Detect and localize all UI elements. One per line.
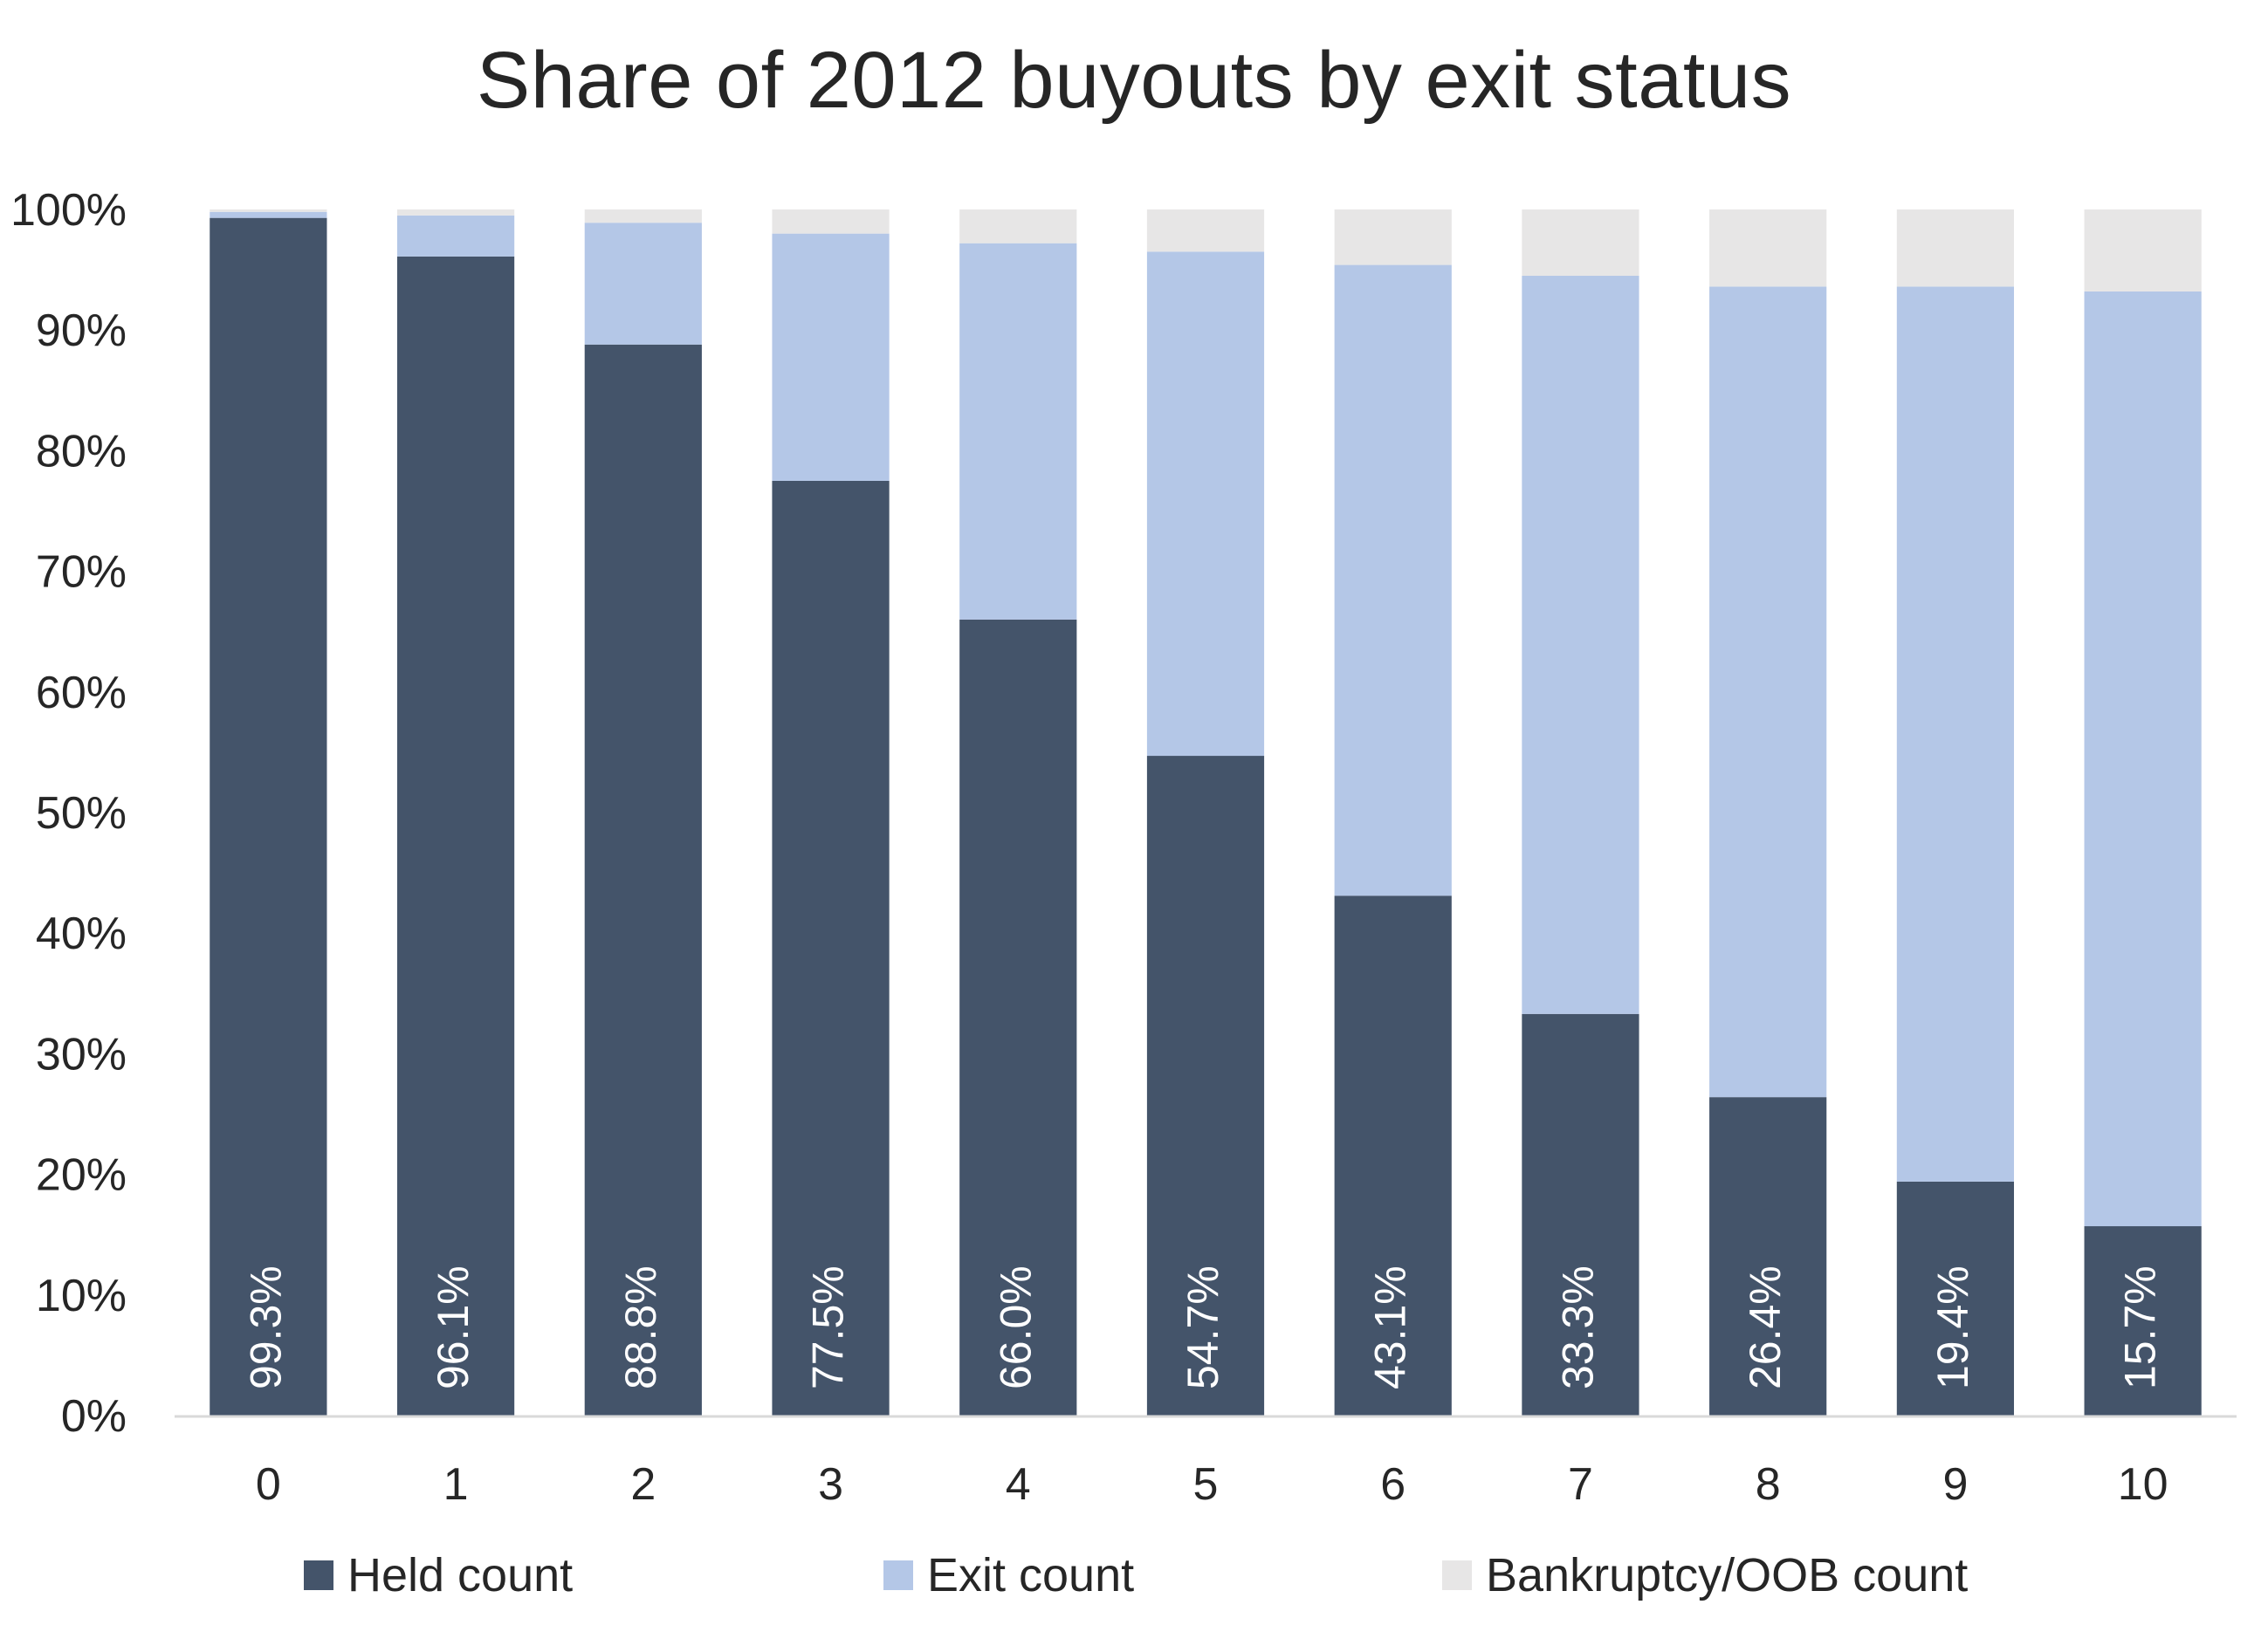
y-tick-label: 10% — [36, 1271, 127, 1321]
data-label: 66.0% — [991, 1265, 1040, 1389]
x-tick-label: 7 — [1568, 1459, 1593, 1510]
data-label: 77.5% — [804, 1265, 853, 1389]
y-tick-label: 50% — [36, 788, 127, 839]
bar-segment-held — [210, 217, 327, 1416]
data-label: 54.7% — [1179, 1265, 1227, 1389]
legend: Held count Exit count Bankruptcy/OOB cou… — [0, 1545, 2268, 1606]
bar-segment-held — [772, 480, 890, 1416]
x-tick-label: 4 — [1006, 1459, 1031, 1510]
legend-swatch-held — [304, 1560, 333, 1590]
bar-segment-bankruptcy — [1334, 209, 1452, 265]
bar-segment-held — [2084, 1226, 2202, 1416]
bar-segment-held — [1896, 1181, 2015, 1416]
x-tick-label: 5 — [1193, 1459, 1219, 1510]
bar-segment-bankruptcy — [210, 209, 327, 212]
x-tick-label: 9 — [1942, 1459, 1968, 1510]
data-label: 96.1% — [429, 1265, 478, 1389]
bar-segment-bankruptcy — [584, 209, 702, 223]
legend-swatch-exit — [883, 1560, 913, 1590]
x-tick-label: 2 — [630, 1459, 656, 1510]
y-tick-label: 20% — [36, 1150, 127, 1201]
bar-segment-exit — [1709, 286, 1827, 1098]
legend-item-exit: Exit count — [883, 1545, 1134, 1606]
x-tick-label: 1 — [443, 1459, 469, 1510]
bar-segment-held — [1709, 1097, 1827, 1416]
data-label: 88.8% — [616, 1265, 665, 1389]
data-label: 99.3% — [241, 1265, 290, 1389]
bar-segment-bankruptcy — [396, 209, 515, 216]
bar-segment-exit — [1334, 264, 1452, 896]
y-tick-label: 100% — [10, 185, 127, 236]
y-tick-label: 40% — [36, 909, 127, 959]
data-label: 33.3% — [1553, 1265, 1602, 1389]
y-tick-label: 30% — [36, 1029, 127, 1080]
data-label: 43.1% — [1366, 1265, 1415, 1389]
bar-segment-held — [584, 344, 702, 1416]
bar-segment-exit — [210, 211, 327, 218]
bar-segment-held — [396, 256, 515, 1416]
bar-segment-exit — [396, 215, 515, 257]
bar-segment-held — [959, 619, 1077, 1416]
bar-segment-exit — [959, 243, 1077, 620]
x-tick-label: 10 — [2118, 1459, 2168, 1510]
bar-segment-bankruptcy — [1146, 209, 1265, 252]
y-tick-label: 0% — [61, 1391, 127, 1442]
bar-segment-bankruptcy — [2084, 209, 2202, 291]
bar-segment-exit — [1896, 286, 2015, 1182]
data-label: 26.4% — [1741, 1265, 1790, 1389]
bar-segment-held — [1522, 1013, 1639, 1416]
legend-label-bankruptcy: Bankruptcy/OOB count — [1486, 1549, 1969, 1601]
bar-segment-exit — [2084, 291, 2202, 1227]
legend-label-exit: Exit count — [927, 1549, 1135, 1601]
y-tick-label: 80% — [36, 426, 127, 477]
x-tick-label: 6 — [1380, 1459, 1405, 1510]
bar-segment-bankruptcy — [1709, 209, 1827, 287]
bar-segment-exit — [1146, 251, 1265, 757]
x-tick-label: 8 — [1756, 1459, 1781, 1510]
legend-label-held: Held count — [347, 1549, 574, 1601]
bar-segment-bankruptcy — [1896, 209, 2015, 287]
x-tick-label: 3 — [818, 1459, 843, 1510]
legend-item-bankruptcy: Bankruptcy/OOB count — [1442, 1545, 1968, 1606]
bar-segment-bankruptcy — [772, 209, 890, 234]
bar-segment-exit — [772, 233, 890, 481]
bar-segment-bankruptcy — [1522, 209, 1639, 277]
bar-segment-held — [1146, 756, 1265, 1416]
bar-segment-exit — [1522, 276, 1639, 1014]
bar-segment-bankruptcy — [959, 209, 1077, 243]
data-label: 15.7% — [2116, 1265, 2165, 1389]
y-tick-label: 70% — [36, 547, 127, 598]
y-tick-label: 90% — [36, 305, 127, 356]
legend-swatch-bankruptcy — [1442, 1560, 1472, 1590]
bar-segment-held — [1334, 895, 1452, 1416]
legend-item-held: Held count — [304, 1545, 573, 1606]
x-tick-label: 0 — [256, 1459, 281, 1510]
bar-segment-exit — [584, 223, 702, 345]
y-tick-label: 60% — [36, 668, 127, 718]
data-label: 19.4% — [1928, 1265, 1977, 1389]
chart-title: Share of 2012 buyouts by exit status — [476, 36, 1792, 125]
